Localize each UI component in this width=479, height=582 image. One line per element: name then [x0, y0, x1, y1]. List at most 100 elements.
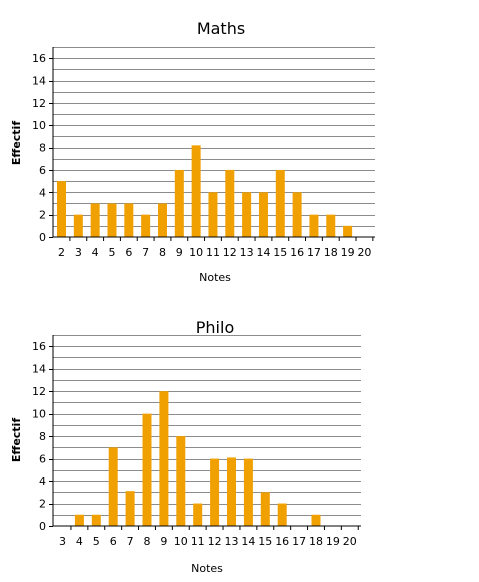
bar — [74, 514, 84, 526]
y-tick-label: 12 — [32, 97, 46, 110]
x-tick-label: 15 — [258, 535, 272, 548]
chart-title: Philo — [196, 318, 234, 337]
y-tick-label: 0 — [39, 520, 46, 533]
x-tick-label: 19 — [341, 246, 355, 259]
bar — [260, 492, 270, 526]
bar — [242, 192, 252, 237]
x-tick-label: 12 — [223, 246, 237, 259]
bar — [124, 203, 134, 237]
x-tick-label: 18 — [324, 246, 338, 259]
bar — [275, 169, 285, 237]
bar — [343, 225, 353, 237]
x-tick-label: 20 — [357, 246, 371, 259]
x-tick-label: 11 — [206, 246, 220, 259]
x-tick-label: 17 — [292, 535, 306, 548]
x-tick-label: 18 — [309, 535, 323, 548]
chart-title: Maths — [197, 19, 245, 38]
x-tick-label: 3 — [59, 535, 66, 548]
x-tick-labels: 2 3 4 5 6 7 8 9 10 11 12 13 14 15 16 17 18 19 20 — [58, 237, 374, 259]
x-tick-label: 8 — [144, 535, 151, 548]
x-tick-label: 19 — [326, 535, 340, 548]
x-axis-label: Notes — [191, 562, 223, 575]
bar — [157, 203, 167, 237]
y-tick-label: 8 — [39, 430, 46, 443]
y-tick-label: 16 — [32, 52, 46, 65]
y-tick-label: 4 — [39, 475, 46, 488]
x-tick-label: 9 — [160, 535, 167, 548]
bar — [141, 214, 151, 237]
bar — [90, 203, 100, 237]
bar — [326, 214, 336, 237]
x-tick-label: 14 — [256, 246, 270, 259]
x-tick-label: 5 — [108, 246, 115, 259]
x-tick-label: 7 — [127, 535, 134, 548]
y-tick-label: 4 — [39, 186, 46, 199]
bar — [142, 413, 152, 526]
bar — [309, 214, 319, 237]
y-tick-label: 6 — [39, 164, 46, 177]
bar — [227, 457, 236, 526]
x-tick-label: 10 — [174, 535, 188, 548]
x-tick-label: 10 — [189, 246, 203, 259]
bar — [108, 447, 118, 526]
y-tick-label: 2 — [39, 498, 46, 511]
y-tick-labels: 0 2 4 6 8 10 12 14 16 — [32, 340, 53, 533]
y-tick-label: 16 — [32, 340, 46, 353]
x-tick-label: 15 — [273, 246, 287, 259]
x-tick-label: 13 — [225, 535, 239, 548]
x-tick-label: 17 — [307, 246, 321, 259]
y-tick-label: 12 — [32, 385, 46, 398]
x-tick-label: 4 — [92, 246, 99, 259]
y-tick-label: 0 — [39, 231, 46, 244]
x-tick-label: 8 — [159, 246, 166, 259]
y-axis-label: Effectif — [10, 418, 23, 462]
x-tick-label: 14 — [241, 535, 255, 548]
y-tick-labels: 0 2 4 6 8 10 12 14 16 — [32, 52, 53, 244]
bar — [73, 214, 83, 237]
x-tick-label: 20 — [343, 535, 357, 548]
y-axis-label: Effectif — [10, 121, 23, 165]
y-tick-label: 2 — [39, 209, 46, 222]
x-tick-label: 11 — [191, 535, 205, 548]
x-tick-label: 16 — [275, 535, 289, 548]
bar — [176, 436, 186, 526]
x-tick-label: 13 — [240, 246, 254, 259]
bar — [107, 203, 117, 237]
bar — [159, 391, 169, 526]
x-tick-label: 5 — [93, 535, 100, 548]
bar — [57, 181, 66, 237]
x-tick-label: 6 — [125, 246, 132, 259]
bar-series — [74, 391, 321, 526]
y-tick-label: 14 — [32, 363, 46, 376]
bar — [91, 514, 101, 526]
y-tick-label: 8 — [39, 142, 46, 155]
x-tick-labels: 3 4 5 6 7 8 9 10 11 12 13 14 15 16 17 18 19 20 — [59, 526, 359, 548]
y-tick-label: 10 — [32, 119, 46, 132]
x-tick-label: 3 — [75, 246, 82, 259]
x-tick-label: 16 — [290, 246, 304, 259]
bar — [292, 192, 302, 237]
bar-series — [57, 145, 353, 237]
bar — [174, 169, 184, 237]
x-axis-label: Notes — [199, 271, 231, 284]
bar — [191, 145, 201, 237]
x-tick-label: 2 — [58, 246, 65, 259]
bar — [277, 503, 287, 526]
x-tick-label: 12 — [208, 535, 222, 548]
y-tick-label: 6 — [39, 453, 46, 466]
bar — [225, 169, 235, 237]
bar — [193, 503, 203, 526]
gridlines — [53, 335, 361, 516]
x-tick-label: 9 — [176, 246, 183, 259]
bar — [311, 514, 321, 526]
x-tick-label: 6 — [110, 535, 117, 548]
x-tick-label: 7 — [142, 246, 149, 259]
gridlines — [53, 47, 375, 227]
bar — [125, 491, 135, 526]
bar — [258, 192, 268, 237]
y-tick-label: 10 — [32, 408, 46, 421]
bar — [208, 192, 218, 237]
x-tick-label: 4 — [76, 535, 83, 548]
